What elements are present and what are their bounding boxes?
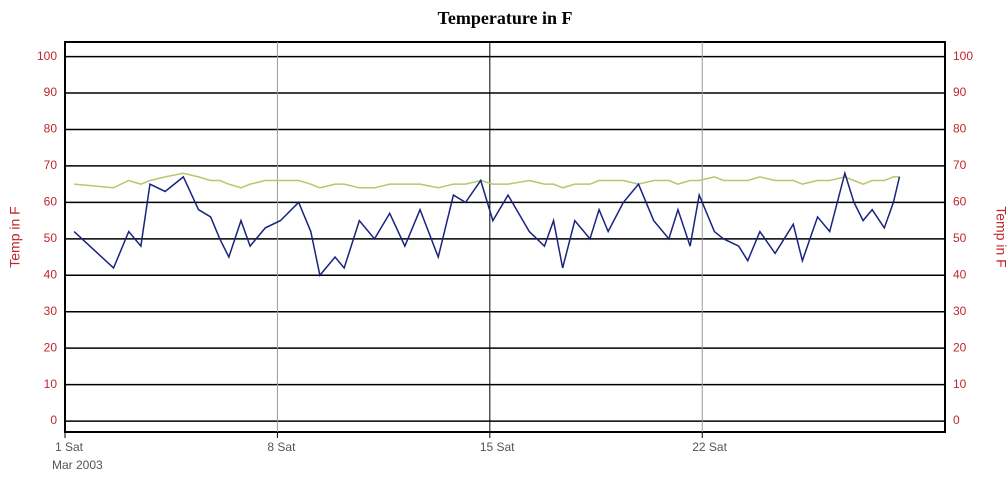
y2-tick-label: 80 [953, 122, 967, 136]
chart-title: Temperature in F [438, 8, 573, 28]
x-tick-label: 22 Sat [692, 440, 727, 454]
y-tick-label: 20 [44, 340, 58, 354]
x-tick-label: 8 Sat [267, 440, 296, 454]
series-line [74, 172, 900, 189]
y2-axis-title: Temp in F [993, 206, 1007, 267]
y-tick-label: 70 [44, 158, 58, 172]
y2-tick-label: 20 [953, 340, 967, 354]
y-tick-label: 10 [44, 377, 58, 391]
y-axis-title: Temp in F [7, 206, 23, 267]
y-tick-label: 0 [50, 413, 57, 427]
date-caption: Mar 2003 [52, 458, 103, 472]
y2-tick-label: 40 [953, 267, 967, 281]
y-tick-label: 100 [37, 49, 57, 63]
y-tick-label: 60 [44, 195, 58, 209]
y2-tick-label: 70 [953, 158, 967, 172]
y-tick-label: 80 [44, 122, 58, 136]
y-tick-label: 30 [44, 304, 58, 318]
y-tick-label: 40 [44, 267, 58, 281]
y-tick-label: 90 [44, 85, 58, 99]
y2-tick-label: 10 [953, 377, 967, 391]
y2-tick-label: 100 [953, 49, 973, 63]
y2-tick-label: 30 [953, 304, 967, 318]
y2-tick-label: 90 [953, 85, 967, 99]
y2-tick-label: 60 [953, 195, 967, 209]
y2-tick-label: 50 [953, 231, 967, 245]
x-tick-label: 15 Sat [480, 440, 515, 454]
series-line [73, 170, 901, 277]
plot-area [64, 41, 946, 433]
y-tick-label: 50 [44, 231, 58, 245]
y2-tick-label: 0 [953, 413, 960, 427]
x-tick-label: 1 Sat [55, 440, 84, 454]
